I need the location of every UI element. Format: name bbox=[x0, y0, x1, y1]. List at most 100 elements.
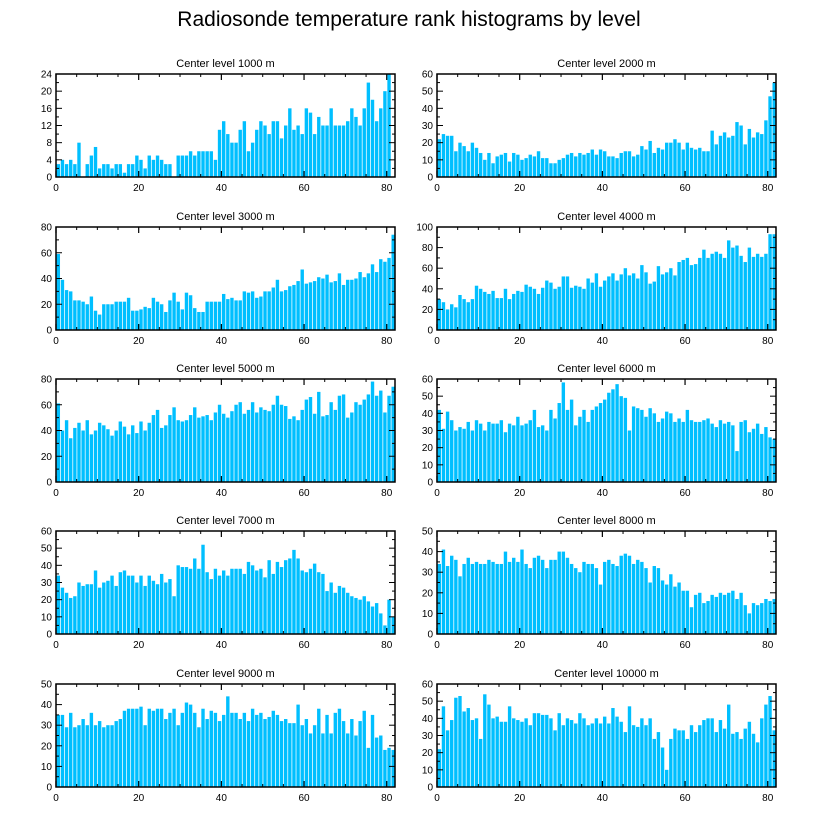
histogram-bar bbox=[739, 255, 743, 330]
y-tick-label: 50 bbox=[41, 680, 53, 691]
histogram-bar bbox=[188, 415, 193, 482]
y-tick-label: 24 bbox=[41, 70, 53, 81]
histogram-bar bbox=[631, 563, 636, 634]
histogram-bar bbox=[362, 277, 366, 330]
panel-title: Center level 10000 m bbox=[554, 668, 659, 680]
histogram-bar bbox=[772, 234, 776, 330]
histogram-bar bbox=[296, 125, 300, 177]
histogram-bar bbox=[735, 122, 739, 177]
histogram-bar bbox=[557, 403, 561, 482]
histogram-bar bbox=[238, 568, 242, 634]
histogram-bar bbox=[702, 151, 706, 177]
histogram-bar bbox=[764, 253, 768, 330]
histogram-bar bbox=[437, 749, 442, 787]
x-tick-label: 20 bbox=[133, 640, 145, 651]
histogram-bar bbox=[69, 291, 73, 331]
histogram-bar bbox=[284, 406, 288, 482]
histogram-bar bbox=[553, 730, 557, 787]
x-tick-label: 40 bbox=[216, 488, 228, 499]
histogram-bar bbox=[279, 404, 284, 482]
histogram-bar bbox=[172, 407, 176, 482]
x-tick-label: 60 bbox=[679, 488, 691, 499]
histogram-bar bbox=[242, 573, 247, 634]
histogram-bar bbox=[669, 268, 673, 330]
y-tick-label: 12 bbox=[41, 121, 53, 132]
histogram-bar bbox=[271, 121, 275, 177]
histogram-bar bbox=[379, 613, 383, 634]
histogram-bar bbox=[540, 559, 545, 634]
histogram-bar bbox=[441, 706, 446, 787]
histogram-bar bbox=[242, 413, 247, 482]
histogram-bar bbox=[718, 720, 723, 787]
histogram-bar bbox=[549, 559, 553, 634]
histogram-bar bbox=[102, 425, 106, 482]
histogram-bar bbox=[536, 427, 541, 482]
x-tick-label: 20 bbox=[514, 488, 526, 499]
histogram-bar bbox=[578, 152, 582, 177]
histogram-bar bbox=[677, 262, 681, 330]
histogram-bar bbox=[437, 299, 442, 330]
histogram-bar bbox=[168, 164, 172, 178]
histogram-bar bbox=[56, 575, 61, 634]
histogram-bar bbox=[197, 417, 201, 483]
x-tick-label: 0 bbox=[434, 793, 440, 804]
histogram-bar bbox=[574, 285, 578, 330]
histogram-bar bbox=[64, 290, 69, 330]
histogram-bar bbox=[126, 434, 131, 482]
histogram-bar bbox=[234, 712, 238, 787]
histogram-bar bbox=[180, 155, 185, 177]
histogram-bar bbox=[499, 721, 504, 787]
histogram-bar bbox=[503, 288, 508, 330]
histogram-bar bbox=[569, 152, 574, 177]
histogram-bar bbox=[466, 557, 470, 634]
histogram-bar bbox=[627, 151, 632, 177]
histogram-bar bbox=[333, 712, 337, 787]
histogram-bar bbox=[242, 121, 247, 177]
histogram-bar bbox=[255, 570, 259, 634]
histogram-bar bbox=[454, 697, 458, 787]
histogram-bar bbox=[615, 280, 619, 330]
histogram-bar bbox=[594, 718, 599, 787]
histogram-bar bbox=[557, 551, 561, 634]
histogram-bar bbox=[747, 247, 752, 330]
histogram-bar bbox=[122, 426, 127, 482]
histogram-bar bbox=[545, 714, 549, 787]
histogram-bar bbox=[209, 301, 213, 330]
histogram-bar bbox=[673, 275, 677, 330]
histogram-bar bbox=[450, 304, 454, 330]
histogram-bar bbox=[462, 299, 466, 330]
histogram-bar bbox=[226, 575, 230, 634]
histogram-bar bbox=[131, 575, 135, 634]
histogram-bar bbox=[69, 438, 73, 482]
histogram-bar bbox=[118, 301, 123, 330]
histogram-bar bbox=[69, 712, 73, 787]
panel-title: Center level 6000 m bbox=[557, 363, 655, 375]
histogram-bar bbox=[250, 142, 255, 177]
histogram-bar bbox=[176, 301, 180, 330]
histogram-bar bbox=[110, 575, 114, 634]
histogram-bar bbox=[470, 299, 475, 330]
histogram-bar bbox=[702, 603, 706, 634]
histogram-bar bbox=[681, 730, 685, 787]
histogram-bar bbox=[106, 725, 110, 787]
histogram-bar bbox=[234, 404, 238, 482]
histogram-bar bbox=[337, 708, 342, 787]
histogram-bar bbox=[234, 568, 238, 634]
x-tick-label: 0 bbox=[434, 640, 440, 651]
histogram-bar bbox=[743, 262, 747, 330]
histogram-bar bbox=[176, 420, 180, 482]
histogram-bar bbox=[300, 409, 304, 482]
histogram-bar bbox=[391, 386, 395, 482]
histogram-bar bbox=[77, 582, 81, 634]
histogram-bar bbox=[346, 417, 350, 483]
x-tick-label: 80 bbox=[762, 336, 774, 347]
histogram-bar bbox=[706, 151, 710, 177]
x-tick-label: 20 bbox=[514, 793, 526, 804]
histogram-bar bbox=[197, 568, 201, 634]
histogram-bar bbox=[615, 158, 619, 177]
histogram-bar bbox=[370, 381, 375, 482]
histogram-bar bbox=[110, 304, 114, 330]
histogram-bar bbox=[727, 137, 731, 177]
histogram-bar bbox=[454, 151, 458, 177]
histogram-bar bbox=[275, 395, 280, 482]
